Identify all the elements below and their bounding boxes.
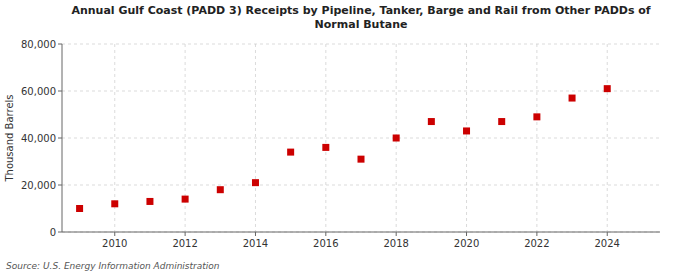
point (569, 95, 576, 102)
x-tick-label: 2016 (313, 238, 338, 249)
point (217, 186, 224, 193)
title-line: Annual Gulf Coast (PADD 3) Receipts by P… (71, 4, 650, 17)
x-tick-label: 2010 (102, 238, 127, 249)
y-tick (58, 44, 62, 45)
title-line: Normal Butane (315, 18, 408, 31)
y-grid-line (62, 232, 660, 233)
x-tick-label: 2024 (595, 238, 620, 249)
y-tick (58, 232, 62, 233)
x-tick (114, 232, 115, 236)
x-tick-label: 2020 (454, 238, 479, 249)
y-tick-label: 40,000 (21, 133, 56, 144)
x-axis-line (62, 232, 660, 233)
x-tick-label: 2018 (383, 238, 408, 249)
point (428, 118, 435, 125)
x-tick (396, 232, 397, 236)
title: Annual Gulf Coast (PADD 3) Receipts by P… (71, 4, 650, 31)
x-tick (536, 232, 537, 236)
y-tick (58, 91, 62, 92)
x-grid-line (325, 44, 326, 232)
x-grid-line (536, 44, 537, 232)
point (358, 156, 365, 163)
point (498, 118, 505, 125)
y-axis-label: Thousand Barrels (4, 94, 15, 182)
x-tick (185, 232, 186, 236)
grid (62, 44, 660, 232)
x-tick (255, 232, 256, 236)
x-tick (325, 232, 326, 236)
point (463, 127, 470, 134)
point (533, 113, 540, 120)
x-grid-line (466, 44, 467, 232)
y-tick (58, 138, 62, 139)
point (604, 85, 611, 92)
point (287, 149, 294, 156)
y-tick (58, 185, 62, 186)
point (182, 196, 189, 203)
x-tick-label: 2022 (524, 238, 549, 249)
point (111, 200, 118, 207)
source-note: Source: U.S. Energy Information Administ… (6, 261, 220, 271)
point (146, 198, 153, 205)
point (76, 205, 83, 212)
x-tick (607, 232, 608, 236)
y-tick-label: 20,000 (21, 180, 56, 191)
x-tick (466, 232, 467, 236)
y-tick-label: 0 (50, 227, 56, 238)
y-grid-line (62, 44, 660, 45)
point (322, 144, 329, 151)
x-grid-line (607, 44, 608, 232)
point (393, 135, 400, 142)
x-tick-label: 2012 (172, 238, 197, 249)
point (252, 179, 259, 186)
x-tick-label: 2014 (243, 238, 268, 249)
y-tick-label: 80,000 (21, 39, 56, 50)
y-grid-line (62, 138, 660, 139)
y-grid-line (62, 185, 660, 186)
chart-root: Annual Gulf Coast (PADD 3) Receipts by P… (0, 0, 675, 275)
x-grid-line (255, 44, 256, 232)
y-grid-line (62, 91, 660, 92)
y-tick-label: 60,000 (21, 86, 56, 97)
points (76, 85, 611, 212)
x-grid-line (185, 44, 186, 232)
